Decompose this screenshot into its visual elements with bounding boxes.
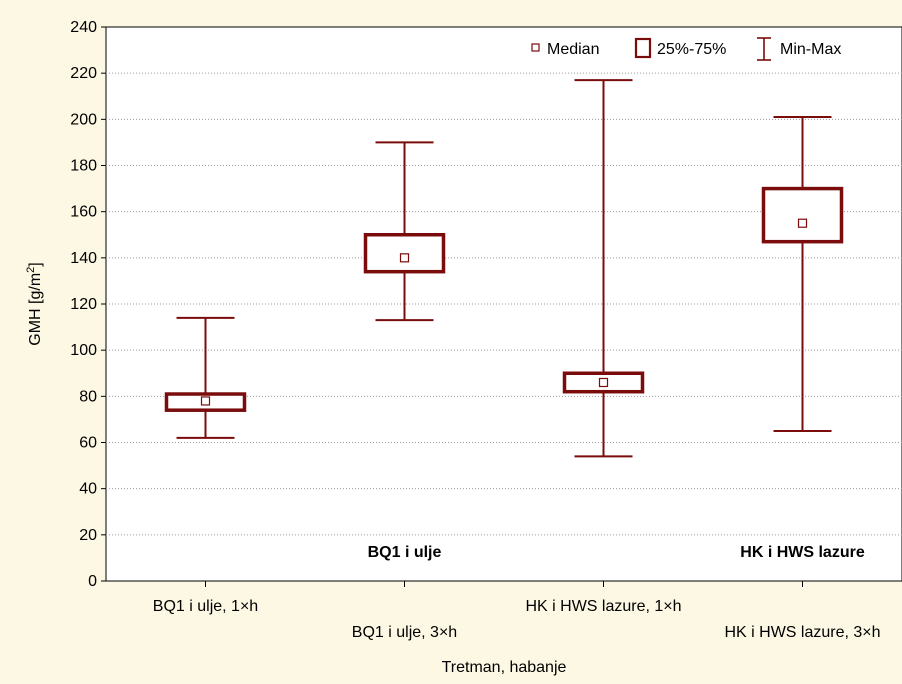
y-axis: 0 20 40 60 80 100 120 140 160 180 200 220 240	[70, 19, 106, 590]
legend-median-swatch	[531, 43, 540, 52]
group-label: BQ1 i ulje	[368, 544, 442, 561]
legend-median-label: Median	[547, 41, 599, 58]
median-marker	[598, 377, 609, 388]
x-tick-label: HK i HWS lazure, 3×h	[724, 624, 880, 641]
y-tick-label: 200	[70, 111, 97, 128]
x-tick-label: HK i HWS lazure, 1×h	[525, 598, 681, 615]
y-tick-label: 60	[79, 435, 97, 452]
y-tick-label: 240	[70, 19, 97, 36]
legend-whisker-swatch	[757, 37, 771, 61]
box-series	[164, 79, 844, 458]
x-axis-title: Tretman, habanje	[442, 659, 567, 676]
y-tick-label: 0	[88, 573, 97, 590]
legend: Median 25%-75% Min-Max	[531, 37, 841, 61]
y-tick-label: 160	[70, 204, 97, 221]
y-axis-title: GMH [g/m2]	[25, 262, 44, 345]
y-tick-label: 220	[70, 65, 97, 82]
box-2	[363, 141, 446, 322]
median-marker	[797, 218, 808, 228]
box-4	[761, 116, 844, 432]
x-axis: BQ1 i ulje, 1×h BQ1 i ulje, 3×h HK i HWS l…	[153, 581, 881, 641]
y-tick-label: 140	[70, 250, 97, 267]
y-tick-label: 100	[70, 342, 97, 359]
y-tick-label: 80	[79, 388, 97, 405]
group-labels: BQ1 i ulje HK i HWS lazure	[368, 544, 865, 561]
legend-box-label: 25%-75%	[657, 41, 726, 58]
y-tick-label: 40	[79, 481, 97, 498]
group-label: HK i HWS lazure	[740, 544, 865, 561]
iqr-box	[761, 186, 844, 244]
plot-area	[105, 26, 902, 582]
y-tick-label: 180	[70, 158, 97, 175]
y-tick-label: 120	[70, 296, 97, 313]
median-marker	[200, 396, 211, 406]
legend-whisker-label: Min-Max	[780, 41, 841, 58]
y-tick-label: 20	[79, 527, 97, 544]
x-tick-label: BQ1 i ulje, 1×h	[153, 598, 258, 615]
median-marker	[399, 253, 410, 263]
legend-box-swatch	[634, 37, 652, 59]
iqr-box	[363, 233, 446, 274]
box-1	[164, 316, 247, 439]
box-3	[562, 79, 645, 458]
x-tick-label: BQ1 i ulje, 3×h	[352, 624, 457, 641]
